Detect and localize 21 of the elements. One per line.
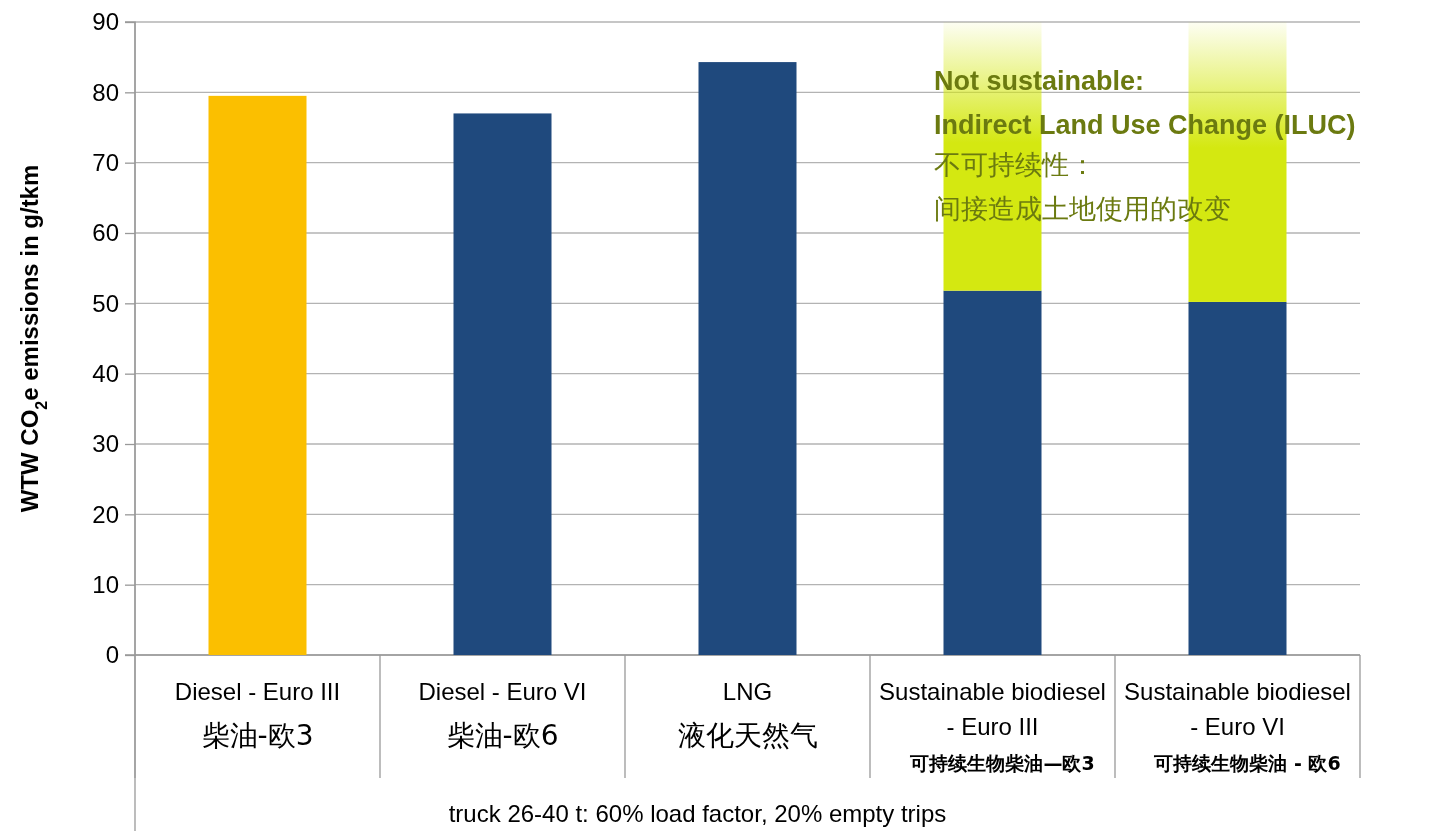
y-tick-label: 80	[92, 78, 119, 106]
y-tick-label: 50	[92, 289, 119, 317]
bar	[943, 290, 1042, 655]
bar	[698, 62, 797, 655]
y-tick-label: 0	[105, 641, 119, 669]
y-tick-label: 10	[92, 570, 119, 598]
x-tick-label: Diesel - Euro III 柴油-欧3	[174, 678, 341, 752]
y-tick-label: 90	[92, 8, 119, 36]
bar	[1188, 301, 1287, 655]
y-tick-label: 20	[92, 500, 119, 528]
bar	[208, 95, 307, 655]
y-tick-label: 30	[92, 430, 119, 458]
x-tick-label: LNG 液化天然气	[677, 678, 818, 752]
x-tick-label: Sustainable biodiesel - Euro III 可持续生物柴油—欧3	[879, 678, 1106, 774]
y-tick-label: 60	[92, 219, 119, 247]
bar	[453, 113, 552, 655]
x-axis-title: truck 26-40 t: 60% load factor, 20% empty trips	[448, 800, 947, 827]
y-tick-label: 70	[92, 148, 119, 176]
y-tick-label: 40	[92, 359, 119, 387]
x-tick-label: Diesel - Euro VI 柴油-欧6	[418, 678, 587, 752]
x-tick-label: Sustainable biodiesel - Euro VI 可持续生物柴油 - 欧6	[1124, 678, 1351, 774]
